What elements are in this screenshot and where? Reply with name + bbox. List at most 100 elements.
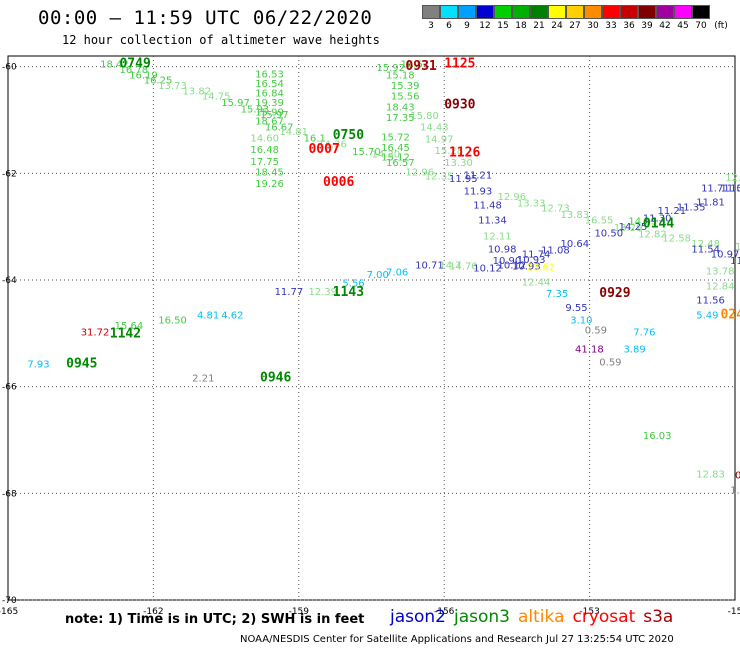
- color-swatch: [674, 5, 692, 19]
- time-label: 1125: [444, 57, 475, 72]
- color-swatch: [692, 5, 710, 19]
- swh-value-label: 5.49: [696, 310, 718, 321]
- footer-note: note: 1) Time is in UTC; 2) SWH is in fe…: [65, 612, 365, 627]
- swh-value-label: 5.56: [342, 278, 364, 289]
- color-swatch-label: 18: [515, 21, 527, 31]
- swh-value-label: 16.19: [129, 70, 158, 81]
- swh-value-label: 3.10: [570, 316, 592, 327]
- color-swatch-label: 39: [641, 21, 653, 31]
- swh-value-label: 3.89: [624, 345, 646, 356]
- swh-value-label: 12.48: [691, 239, 720, 250]
- color-swatch-label: 70: [695, 21, 707, 31]
- time-label: 0750: [333, 128, 364, 143]
- swh-value-label: 14.36: [318, 140, 347, 151]
- swh-value-label: 15.72: [381, 132, 410, 143]
- time-label: 0006: [323, 175, 354, 190]
- color-swatch: [602, 5, 620, 19]
- color-swatch: [494, 5, 512, 19]
- swh-value-label: 14.75: [202, 92, 231, 103]
- color-swatch-label: 15: [497, 21, 509, 31]
- swh-value-label: 41.18: [575, 345, 604, 356]
- swh-value-label: 4.62: [221, 310, 243, 321]
- color-swatch-label: 33: [605, 21, 617, 31]
- swh-value-label: 17.35: [386, 113, 415, 124]
- swh-value-label: 16.57: [386, 158, 415, 169]
- swh-value-label: 15.92: [376, 63, 405, 74]
- color-swatch: [638, 5, 656, 19]
- swh-value-label: 15.28: [435, 146, 464, 157]
- swh-value-label: 16.67: [265, 123, 294, 134]
- swh-value-label: 1.: [730, 485, 740, 496]
- color-swatch-label: 9: [464, 21, 470, 31]
- y-tick-label: -64: [2, 276, 17, 286]
- swh-value-label: 16.78: [119, 65, 148, 76]
- swh-value-label: 10.12: [473, 263, 502, 274]
- swh-value-label: 10.12: [498, 260, 527, 271]
- swh-value-label: 14.97: [425, 134, 454, 145]
- swh-value-label: 14.81: [279, 127, 308, 138]
- swh-value-label: 7.06: [386, 268, 408, 279]
- time-label: 1126: [449, 145, 480, 160]
- swh-value-label: 18.43: [386, 102, 415, 113]
- swh-value-label: 15.97: [260, 110, 289, 121]
- satellite-legend-item: jason2: [390, 607, 446, 627]
- swh-value-label: 11.93: [464, 187, 493, 198]
- color-swatch: [584, 5, 602, 19]
- swh-value-label: 10.90: [493, 256, 522, 267]
- swh-value-label: 11.34: [478, 215, 507, 226]
- swh-value-label: 10: [730, 183, 740, 194]
- color-swatch: [530, 5, 548, 19]
- color-swatch: [656, 5, 674, 19]
- swh-value-label: 12.58: [662, 234, 691, 245]
- swh-value-label: 11.08: [541, 245, 570, 256]
- x-tick-label: -159: [289, 607, 310, 617]
- swh-value-label: 15.18: [386, 70, 415, 81]
- swh-value-label: 31.72: [81, 327, 110, 338]
- swh-value-label: 16.55: [585, 215, 614, 226]
- swh-value-label: 14.99: [628, 217, 657, 228]
- swh-value-label: 18.42: [100, 60, 129, 71]
- time-label: 0247: [720, 307, 740, 322]
- swh-value-label: 12.84: [706, 282, 735, 293]
- chart-subtitle: 12 hour collection of altimeter wave hei…: [62, 33, 380, 47]
- color-swatch-label: 42: [659, 21, 671, 31]
- swh-value-label: 13.29: [614, 223, 643, 234]
- swh-value-label: 15.39: [391, 81, 420, 92]
- color-swatch-label: 27: [569, 21, 581, 31]
- swh-value-label: 7.00: [367, 270, 389, 281]
- swh-value-label: 11.30: [643, 213, 672, 224]
- swh-value-label: 15.56: [391, 92, 420, 103]
- chart-title: 00:00 – 11:59 UTC 06/22/2020: [38, 7, 373, 29]
- swh-value-label: 11.71: [701, 183, 730, 194]
- color-swatch-label: 36: [623, 21, 635, 31]
- satellite-legend-item: jason3: [454, 607, 510, 627]
- x-tick-label: -165: [0, 607, 18, 617]
- swh-value-label: 13.73: [158, 81, 187, 92]
- time-label: 0945: [66, 356, 97, 371]
- color-swatch-label: 45: [677, 21, 689, 31]
- y-tick-label: -70: [2, 596, 17, 606]
- swh-value-label: 16.84: [255, 89, 284, 100]
- swh-value-label: 2.21: [192, 373, 214, 384]
- swh-value-label: 14.76: [449, 261, 478, 272]
- swh-value-label: 12.44: [522, 277, 551, 288]
- swh-value-label: 14.7: [439, 260, 461, 271]
- satellite-legend-item: cryosat: [572, 607, 636, 627]
- color-legend-unit: (ft): [714, 21, 728, 31]
- plot-frame: [7, 55, 736, 601]
- time-label: 1143: [333, 285, 364, 300]
- color-swatch: [476, 5, 494, 19]
- color-swatch-label: 3: [428, 21, 434, 31]
- x-tick-label: -162: [143, 607, 163, 617]
- y-tick-label: -66: [2, 383, 17, 393]
- time-label: 0007: [308, 142, 339, 157]
- swh-value-label: 16.1: [304, 133, 326, 144]
- swh-value-label: 12.82: [638, 229, 667, 240]
- swh-value-label: 13.83: [561, 210, 590, 221]
- swh-value-label: 16.54: [255, 79, 284, 90]
- swh-value-label: 16.53: [255, 69, 284, 80]
- color-swatch: [548, 5, 566, 19]
- swh-value-label: 10.64: [561, 239, 590, 250]
- swh-value-label: 17.75: [250, 157, 279, 168]
